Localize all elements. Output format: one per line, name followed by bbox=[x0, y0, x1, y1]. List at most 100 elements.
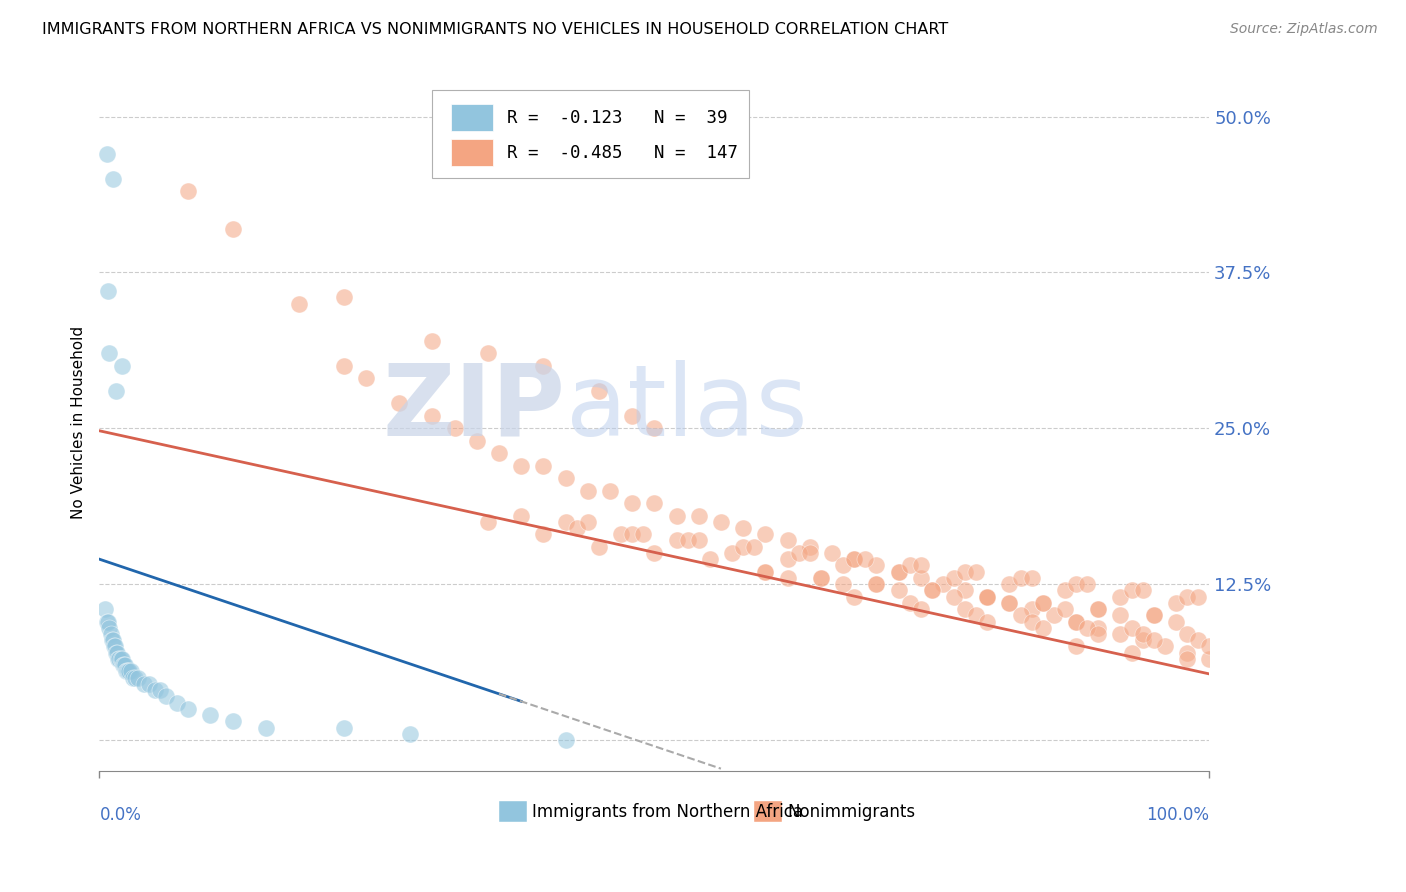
Point bbox=[115, 665, 138, 679]
Point bbox=[200, 708, 222, 723]
Point bbox=[953, 602, 976, 616]
Point bbox=[932, 577, 955, 591]
Point bbox=[554, 471, 576, 485]
Point bbox=[132, 677, 155, 691]
Point bbox=[477, 515, 499, 529]
Point bbox=[105, 646, 128, 660]
Point bbox=[688, 533, 710, 548]
Point bbox=[1121, 583, 1143, 598]
Point bbox=[103, 640, 125, 654]
Bar bbox=[754, 801, 782, 822]
Point bbox=[1164, 596, 1187, 610]
Point bbox=[332, 721, 354, 735]
Point bbox=[143, 683, 166, 698]
Point bbox=[399, 727, 422, 741]
Point bbox=[688, 508, 710, 523]
Text: R =  -0.485   N =  147: R = -0.485 N = 147 bbox=[506, 144, 738, 161]
Point bbox=[921, 583, 943, 598]
Point bbox=[588, 540, 610, 554]
Bar bbox=[451, 104, 494, 131]
Point bbox=[599, 483, 621, 498]
Point bbox=[1187, 590, 1209, 604]
Point bbox=[976, 615, 998, 629]
Point bbox=[865, 577, 887, 591]
Point bbox=[1087, 602, 1109, 616]
Point bbox=[742, 540, 765, 554]
Point bbox=[710, 515, 733, 529]
Point bbox=[110, 652, 132, 666]
Point bbox=[776, 552, 799, 566]
Point bbox=[887, 583, 910, 598]
Point bbox=[422, 334, 444, 348]
Point bbox=[976, 590, 998, 604]
Point bbox=[101, 633, 124, 648]
Point bbox=[1198, 640, 1220, 654]
Point bbox=[621, 409, 644, 423]
Point bbox=[111, 359, 134, 373]
Point bbox=[510, 458, 533, 473]
Point bbox=[1087, 602, 1109, 616]
Point bbox=[910, 602, 932, 616]
Point bbox=[810, 571, 832, 585]
Point bbox=[787, 546, 810, 560]
Text: atlas: atlas bbox=[565, 359, 807, 457]
Point bbox=[621, 527, 644, 541]
Point bbox=[953, 583, 976, 598]
Point bbox=[1132, 633, 1154, 648]
Point bbox=[118, 665, 141, 679]
Point bbox=[354, 371, 377, 385]
Point bbox=[332, 290, 354, 304]
Point bbox=[1064, 615, 1087, 629]
Point bbox=[114, 658, 136, 673]
Point bbox=[1010, 571, 1032, 585]
Point bbox=[832, 577, 855, 591]
Point bbox=[976, 590, 998, 604]
Point bbox=[254, 721, 277, 735]
Text: Source: ZipAtlas.com: Source: ZipAtlas.com bbox=[1230, 22, 1378, 37]
Point bbox=[799, 546, 821, 560]
Point bbox=[1187, 633, 1209, 648]
Point bbox=[776, 533, 799, 548]
Point bbox=[1010, 608, 1032, 623]
Point bbox=[155, 690, 177, 704]
Point bbox=[754, 565, 776, 579]
Point bbox=[332, 359, 354, 373]
Point bbox=[676, 533, 699, 548]
Point bbox=[887, 565, 910, 579]
Point bbox=[111, 658, 134, 673]
Point bbox=[998, 596, 1021, 610]
Point bbox=[865, 577, 887, 591]
Point bbox=[388, 396, 411, 410]
Text: Immigrants from Northern Africa: Immigrants from Northern Africa bbox=[533, 803, 803, 821]
Text: R =  -0.123   N =  39: R = -0.123 N = 39 bbox=[506, 109, 727, 127]
Point bbox=[1087, 627, 1109, 641]
Point bbox=[853, 552, 876, 566]
Point bbox=[633, 527, 655, 541]
Point bbox=[98, 621, 121, 635]
Point bbox=[842, 590, 865, 604]
Point bbox=[621, 496, 644, 510]
Text: Nonimmigrants: Nonimmigrants bbox=[787, 803, 915, 821]
Point bbox=[776, 571, 799, 585]
Point bbox=[98, 346, 121, 360]
Point bbox=[953, 565, 976, 579]
Point bbox=[108, 652, 131, 666]
Point bbox=[733, 540, 755, 554]
Point bbox=[1053, 583, 1076, 598]
Point bbox=[976, 590, 998, 604]
Point bbox=[1021, 615, 1043, 629]
Point bbox=[733, 521, 755, 535]
Text: ZIP: ZIP bbox=[382, 359, 565, 457]
Point bbox=[832, 558, 855, 573]
Point bbox=[112, 658, 135, 673]
Point bbox=[96, 147, 118, 161]
Point bbox=[799, 540, 821, 554]
Point bbox=[588, 384, 610, 398]
Point bbox=[531, 359, 554, 373]
Point bbox=[121, 671, 143, 685]
Point bbox=[1175, 590, 1198, 604]
Point bbox=[643, 496, 665, 510]
Point bbox=[998, 596, 1021, 610]
Point bbox=[554, 515, 576, 529]
Point bbox=[810, 571, 832, 585]
